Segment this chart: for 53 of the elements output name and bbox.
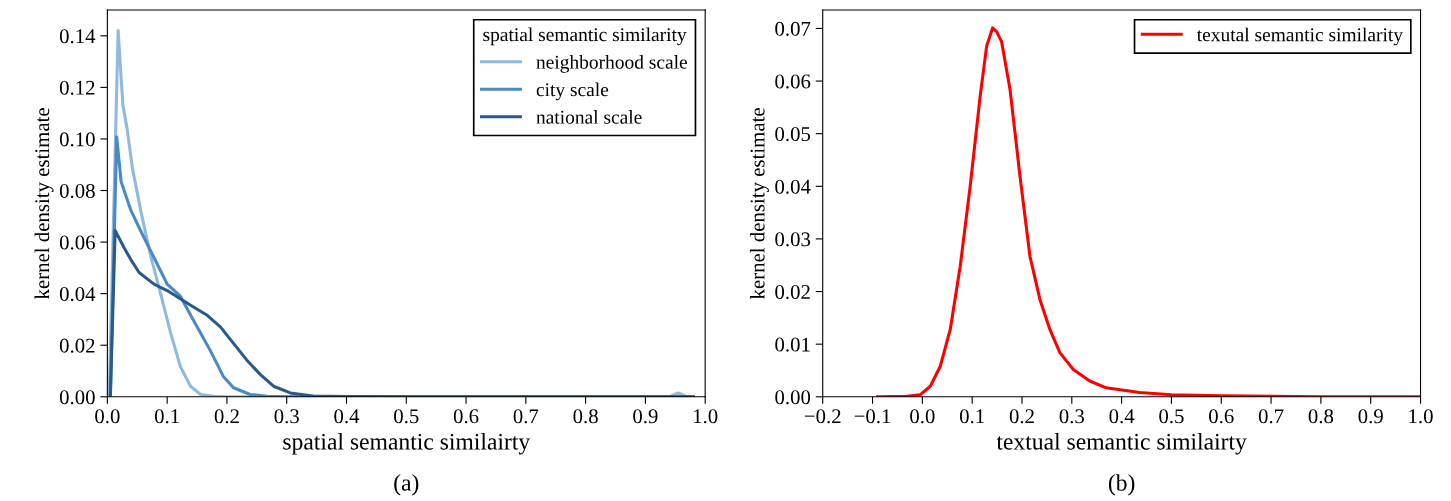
x-tick-label: 0.0 [95, 409, 120, 424]
y-tick-label: 0.01 [775, 337, 810, 352]
y-tick-label: 0.00 [59, 390, 95, 405]
text: (b) [1108, 474, 1135, 496]
x-tick-label: 0.2 [214, 409, 239, 424]
x-tick-label: 0.6 [1209, 409, 1234, 424]
y-tick-label: 0.04 [775, 179, 811, 194]
line-series [108, 228, 695, 397]
y-tick-label: 0.06 [59, 235, 95, 250]
x-tick-label: 0.1 [959, 409, 984, 424]
x-tick-label: 0.7 [1258, 409, 1284, 424]
x-tick-label: 1.0 [694, 409, 718, 424]
y-axis-title: kernel density estimate [749, 108, 769, 300]
legend-label: texutal semantic similarity [1196, 27, 1403, 46]
y-axis-title: kernel density estimate [34, 108, 54, 300]
y-tick-label: 0.02 [59, 338, 95, 353]
x-tick-label: 0.5 [1159, 409, 1184, 424]
y-tick-label: 0.07 [775, 21, 811, 36]
y-tick-label: 0.10 [59, 132, 95, 147]
x-tick-label: 0.4 [334, 409, 360, 424]
legend-label: national scale [536, 110, 642, 124]
x-tick-label: 0.8 [573, 409, 598, 424]
x-tick-label: 0.5 [394, 409, 419, 424]
y-tick-label: 0.05 [775, 127, 811, 142]
x-tick-label: 1.0 [1409, 409, 1433, 424]
x-tick-label: 0.4 [1109, 409, 1135, 424]
x-axis-title: textual semantic similairty [996, 433, 1247, 455]
legend-label: city scale [536, 82, 609, 101]
legend-title: spatial semantic similarity [483, 27, 687, 46]
x-tick-label: 0.7 [513, 409, 539, 424]
x-tick-label: 0.3 [1059, 409, 1085, 424]
x-tick-label: 0.0 [910, 409, 935, 424]
y-tick-label: 0.02 [775, 284, 810, 300]
y-tick-label: 0.06 [775, 74, 811, 89]
y-tick-label: 0.14 [59, 29, 96, 44]
x-tick-label: −0.2 [804, 409, 841, 424]
x-tick-label: 0.9 [633, 409, 658, 424]
legend-label: neighborhood scale [536, 55, 688, 73]
x-tick-label: 0.8 [1308, 409, 1334, 424]
x-tick-label: 0.3 [274, 409, 299, 424]
y-tick-label: 0.03 [775, 232, 811, 247]
text: (a) [394, 474, 419, 496]
x-tick-label: 0.9 [1358, 409, 1383, 424]
y-tick-label: 0.00 [775, 390, 811, 405]
y-tick-label: 0.04 [59, 287, 96, 302]
x-tick-label: 0.6 [453, 409, 479, 424]
line-series [875, 26, 1421, 397]
x-tick-label: −0.1 [854, 409, 891, 424]
x-axis-title: spatial semantic similairty [283, 433, 531, 455]
x-tick-label: 0.2 [1009, 409, 1034, 424]
y-tick-label: 0.08 [59, 183, 95, 199]
x-tick-label: 0.1 [154, 409, 179, 424]
y-tick-label: 0.12 [59, 80, 95, 95]
